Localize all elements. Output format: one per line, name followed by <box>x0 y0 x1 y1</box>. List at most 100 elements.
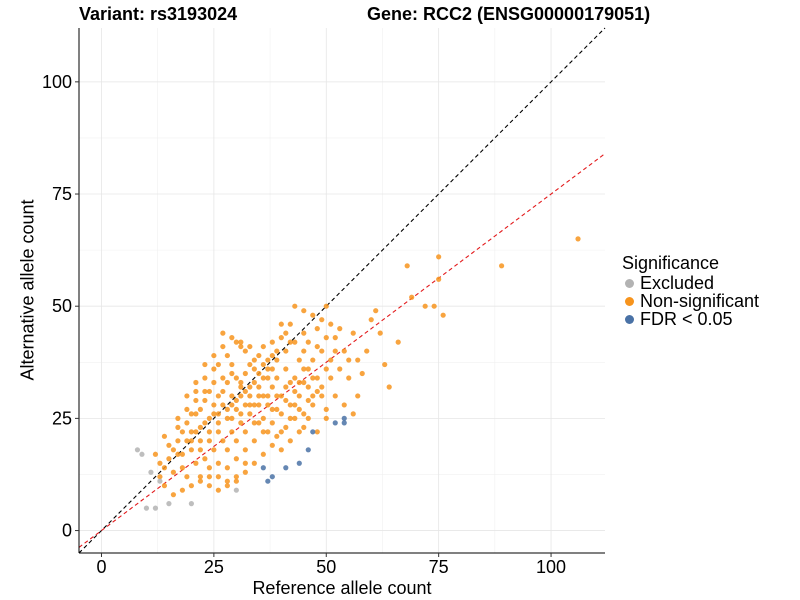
point-non-significant <box>328 357 334 363</box>
point-non-significant <box>269 352 275 359</box>
point-non-significant <box>229 429 235 435</box>
legend-label: Excluded <box>640 273 715 293</box>
y-tick-label: 25 <box>52 408 72 428</box>
point-non-significant <box>233 456 239 462</box>
point-non-significant <box>265 375 271 381</box>
point-non-significant <box>215 474 221 480</box>
point-non-significant <box>242 447 248 453</box>
point-non-significant <box>346 357 352 363</box>
point-non-significant <box>260 343 266 350</box>
point-non-significant <box>296 406 302 413</box>
point-non-significant <box>188 411 194 417</box>
point-non-significant <box>188 438 194 444</box>
point-excluded <box>152 505 159 511</box>
point-non-significant <box>359 370 365 377</box>
point-non-significant <box>314 326 320 332</box>
point-non-significant <box>310 312 316 318</box>
point-non-significant <box>382 361 388 368</box>
point-non-significant <box>229 361 235 368</box>
point-non-significant <box>206 388 212 395</box>
point-non-significant <box>251 438 257 444</box>
point-non-significant <box>179 487 186 493</box>
point-non-significant <box>274 406 280 413</box>
point-non-significant <box>161 483 168 489</box>
point-non-significant <box>256 393 262 399</box>
point-non-significant <box>292 402 298 408</box>
point-non-significant <box>224 447 230 453</box>
point-non-significant <box>305 366 311 372</box>
point-non-significant <box>152 451 159 457</box>
point-non-significant <box>337 326 343 332</box>
point-non-significant <box>436 276 442 282</box>
point-non-significant <box>188 483 194 489</box>
point-non-significant <box>323 303 329 309</box>
point-non-significant <box>251 366 257 372</box>
point-non-significant <box>395 339 401 345</box>
point-excluded <box>139 451 145 457</box>
point-non-significant <box>274 348 280 354</box>
point-non-significant <box>193 397 199 404</box>
y-tick-label: 75 <box>52 184 72 204</box>
legend-key-excluded <box>625 278 634 288</box>
point-non-significant <box>292 415 298 421</box>
point-fdr <box>260 465 266 471</box>
point-non-significant <box>256 402 262 408</box>
point-non-significant <box>296 357 302 363</box>
legend-item-non-significant: Non-significant <box>622 292 759 310</box>
point-non-significant <box>233 339 239 345</box>
point-non-significant <box>215 361 221 368</box>
point-non-significant <box>238 339 244 345</box>
point-non-significant <box>319 393 325 399</box>
point-non-significant <box>202 375 208 381</box>
point-non-significant <box>242 429 248 435</box>
point-non-significant <box>287 379 293 386</box>
point-non-significant <box>265 402 271 408</box>
point-non-significant <box>341 348 347 354</box>
point-non-significant <box>301 330 307 336</box>
point-non-significant <box>328 375 334 381</box>
point-non-significant <box>301 308 307 314</box>
point-non-significant <box>197 406 203 413</box>
point-non-significant <box>220 375 226 381</box>
point-non-significant <box>355 357 361 363</box>
point-non-significant <box>319 348 325 354</box>
point-non-significant <box>197 474 203 480</box>
point-non-significant <box>274 375 280 381</box>
point-non-significant <box>175 415 181 421</box>
point-non-significant <box>296 429 302 435</box>
point-non-significant <box>274 357 280 363</box>
fit-reference-line <box>78 153 606 548</box>
point-non-significant <box>206 465 212 471</box>
point-non-significant <box>215 460 221 466</box>
point-non-significant <box>188 447 194 453</box>
point-non-significant <box>260 415 266 421</box>
point-non-significant <box>283 366 289 372</box>
point-non-significant <box>269 339 275 345</box>
point-non-significant <box>238 411 244 417</box>
point-non-significant <box>242 402 248 408</box>
point-non-significant <box>310 357 316 363</box>
point-non-significant <box>256 370 262 377</box>
point-excluded <box>143 505 150 511</box>
point-non-significant <box>301 411 307 417</box>
legend-item-fdr: FDR < 0.05 <box>622 310 759 328</box>
point-non-significant <box>161 433 168 439</box>
point-non-significant <box>242 469 248 475</box>
point-non-significant <box>157 474 163 480</box>
point-non-significant <box>224 465 230 471</box>
point-non-significant <box>305 397 311 404</box>
point-non-significant <box>238 384 244 390</box>
point-non-significant <box>269 384 275 390</box>
point-non-significant <box>242 388 248 395</box>
point-non-significant <box>166 442 172 448</box>
point-non-significant <box>224 415 230 421</box>
point-non-significant <box>274 433 280 439</box>
point-non-significant <box>229 393 235 399</box>
point-non-significant <box>301 379 307 386</box>
point-non-significant <box>368 317 374 323</box>
point-non-significant <box>350 330 356 336</box>
point-non-significant <box>287 339 293 345</box>
point-non-significant <box>377 330 383 336</box>
axes: 0 25 50 75 100 0 25 50 75 100 <box>42 28 605 577</box>
point-non-significant <box>224 352 230 359</box>
